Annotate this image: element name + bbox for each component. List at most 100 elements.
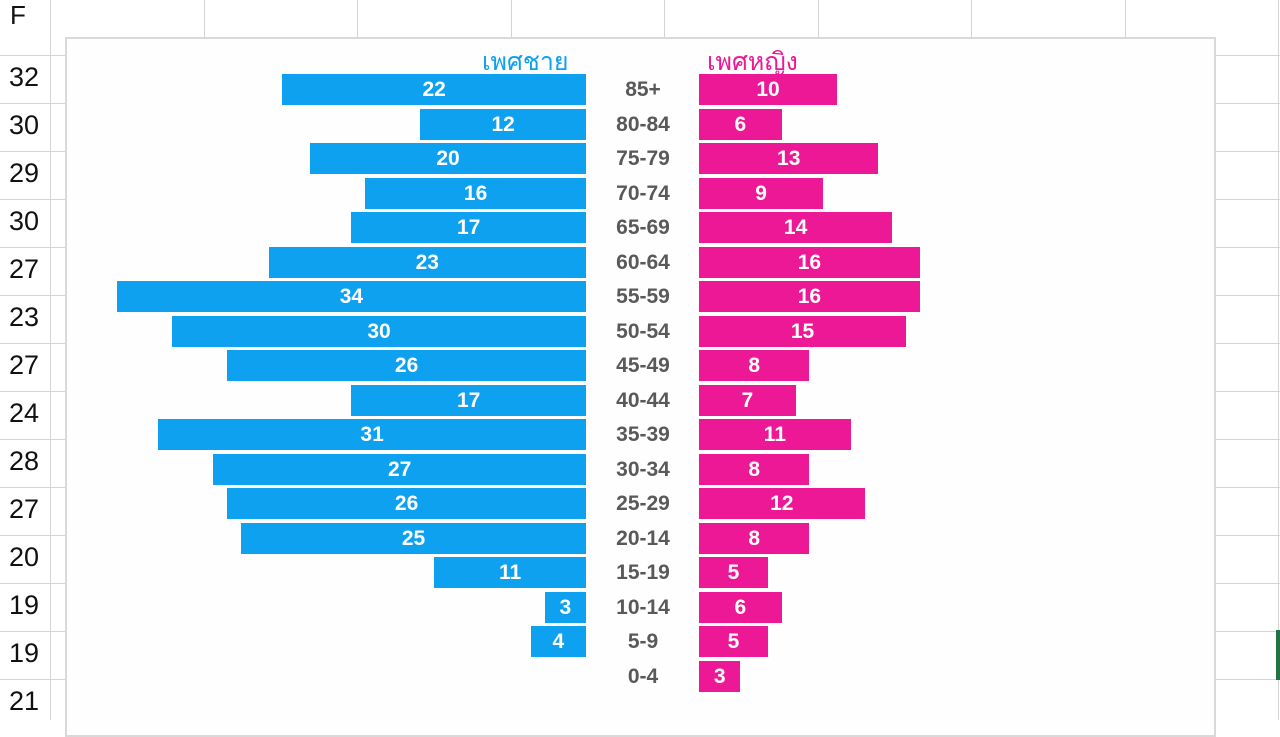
female-bar[interactable] [699,626,768,657]
female-bar[interactable] [699,522,810,554]
female-bar[interactable] [699,177,824,209]
female-bar[interactable] [699,660,741,692]
age-tick-label: 50-54 [616,319,670,343]
cell-value[interactable]: 21 [8,686,40,716]
female-bar[interactable] [699,453,810,485]
male-data-label: 20 [436,147,460,170]
female-bar[interactable] [699,384,796,416]
female-data-label: 11 [763,423,786,446]
female-data-label: 16 [797,285,822,308]
male-bar[interactable] [530,626,586,657]
column-gridline [50,0,51,720]
male-data-label: 26 [394,354,419,377]
female-data-label: 6 [734,112,747,136]
male-bar[interactable] [351,212,586,243]
age-tick-label: 45-49 [616,354,670,377]
male-bar[interactable] [351,384,586,416]
male-bar[interactable] [158,419,586,450]
cell-value[interactable]: 30 [8,206,40,236]
female-data-label: 3 [713,664,726,688]
column-gridline [1278,0,1279,720]
female-data-label: 6 [734,595,747,619]
cell-value[interactable]: 30 [8,110,40,140]
female-bar[interactable] [699,350,810,381]
male-bar[interactable] [172,315,586,347]
male-data-label: 27 [388,457,412,481]
female-data-label: 16 [797,250,822,274]
male-bar[interactable] [227,350,586,381]
female-data-label: 13 [777,147,801,170]
cell-value[interactable]: 23 [8,302,40,332]
female-bar[interactable] [699,315,906,347]
male-bar[interactable] [241,522,586,554]
male-data-label: 4 [552,630,565,653]
cell-value[interactable]: 32 [8,62,40,92]
male-bar[interactable] [268,246,586,278]
age-tick-label: 60-64 [616,250,670,274]
female-bar[interactable] [699,557,768,588]
female-bar[interactable] [699,419,851,450]
male-data-label: 11 [498,561,522,584]
age-tick-label: 0-4 [627,664,659,688]
cell-value[interactable]: 28 [8,446,40,476]
female-data-label: 12 [770,492,794,515]
female-bar[interactable] [699,108,782,140]
cell-value[interactable]: 27 [8,494,40,524]
female-bar[interactable] [699,246,920,278]
age-tick-label: 65-69 [616,216,670,239]
female-bar[interactable] [699,591,782,623]
male-bar[interactable] [420,108,586,140]
female-data-label: 8 [748,526,761,550]
age-tick-label: 85+ [625,78,661,101]
age-tick-label: 10-14 [616,595,670,619]
male-data-label: 31 [360,423,384,446]
legend-male: เพศชาย [482,48,569,76]
age-tick-label: 70-74 [616,181,670,205]
female-data-label: 14 [783,216,808,239]
female-data-label: 8 [748,457,761,481]
male-bar[interactable] [365,177,586,209]
population-pyramid-chart[interactable]: เพศชาย เพศหญิง 85+ 22 10 80-84 12 6 75-79 20 13 7… [65,37,1216,737]
cell-selection-edge [1276,630,1280,680]
cell-value[interactable]: 27 [8,350,40,380]
age-tick-label: 5-9 [627,630,659,653]
age-tick-label: 35-39 [616,423,670,446]
age-tick-label: 25-29 [616,492,670,515]
male-data-label: 17 [457,216,481,239]
male-bar[interactable] [213,453,586,485]
male-data-label: 17 [457,388,481,412]
male-data-label: 23 [415,250,439,274]
age-tick-label: 55-59 [616,285,670,308]
male-data-label: 16 [463,181,488,205]
female-data-label: 7 [741,388,754,412]
male-bar[interactable] [227,488,586,519]
cell-value[interactable]: 20 [8,542,40,572]
female-bar[interactable] [699,281,920,312]
male-data-label: 12 [491,112,515,136]
male-data-label: 22 [422,78,446,101]
male-bar[interactable] [544,591,586,623]
column-header-f[interactable]: F [10,0,26,30]
female-data-label: 15 [790,319,815,343]
cell-value[interactable]: 24 [8,398,40,428]
cell-value[interactable]: 29 [8,158,40,188]
female-bar[interactable] [699,488,865,519]
female-bar[interactable] [699,74,837,105]
male-bar[interactable] [116,281,586,312]
male-bar[interactable] [310,143,586,174]
cell-value[interactable]: 27 [8,254,40,284]
cell-value[interactable]: 19 [8,638,40,668]
male-data-label: 3 [559,595,572,619]
male-bar[interactable] [282,74,586,105]
female-data-label: 9 [755,181,767,205]
cell-value[interactable]: 19 [8,590,40,620]
age-tick-label: 30-34 [616,457,670,481]
male-data-label: 26 [394,492,419,515]
male-data-label: 34 [339,285,364,308]
age-tick-label: 80-84 [616,112,670,136]
age-tick-label: 75-79 [616,147,670,170]
legend-female: เพศหญิง [707,48,798,76]
male-bar[interactable] [434,557,586,588]
female-bar[interactable] [699,212,893,243]
female-bar[interactable] [699,143,879,174]
